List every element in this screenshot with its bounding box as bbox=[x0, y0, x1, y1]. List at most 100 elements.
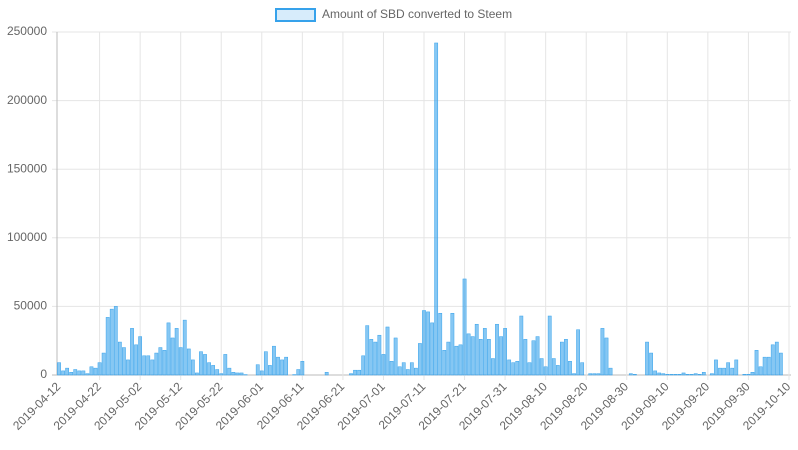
bar bbox=[657, 372, 662, 376]
bar bbox=[774, 341, 779, 376]
bar bbox=[560, 341, 564, 376]
bar bbox=[195, 372, 199, 376]
y-tick-label: 50000 bbox=[14, 299, 48, 313]
bar bbox=[539, 358, 544, 376]
bar bbox=[750, 372, 755, 376]
bar bbox=[527, 362, 532, 376]
bar bbox=[381, 354, 386, 376]
bar bbox=[239, 372, 244, 376]
bar bbox=[162, 350, 167, 376]
bar bbox=[604, 337, 609, 376]
bar bbox=[199, 351, 203, 376]
bar bbox=[401, 362, 406, 376]
bar bbox=[138, 336, 143, 376]
bar bbox=[101, 352, 106, 376]
bar bbox=[414, 367, 418, 376]
bar bbox=[263, 351, 268, 376]
bar bbox=[174, 328, 179, 376]
bar bbox=[572, 373, 576, 376]
bar bbox=[65, 367, 70, 376]
bar bbox=[186, 348, 191, 376]
y-tick-label: 250000 bbox=[7, 24, 47, 38]
bar bbox=[211, 365, 215, 376]
bar bbox=[389, 361, 394, 376]
bar bbox=[551, 358, 556, 376]
bar bbox=[300, 361, 305, 376]
bar bbox=[677, 374, 682, 376]
bar bbox=[669, 374, 674, 376]
bar bbox=[434, 42, 439, 376]
y-tick-label: 0 bbox=[40, 367, 47, 381]
bar bbox=[93, 367, 98, 376]
bar bbox=[215, 369, 220, 376]
bar bbox=[628, 373, 633, 376]
bar bbox=[409, 362, 414, 376]
bar bbox=[219, 373, 224, 376]
bar bbox=[207, 362, 211, 376]
bar bbox=[523, 339, 528, 376]
bar bbox=[134, 344, 138, 376]
bar bbox=[592, 373, 597, 376]
bar bbox=[272, 345, 276, 376]
bar bbox=[531, 340, 536, 376]
bar bbox=[255, 364, 260, 376]
bar bbox=[645, 341, 649, 376]
bar bbox=[170, 337, 175, 376]
bar bbox=[203, 354, 207, 376]
bar bbox=[393, 337, 398, 376]
bar bbox=[227, 367, 232, 376]
bar bbox=[77, 370, 82, 376]
y-tick-label: 100000 bbox=[7, 230, 47, 244]
bar bbox=[661, 373, 666, 376]
bar bbox=[770, 344, 775, 376]
bar bbox=[673, 374, 678, 376]
bar bbox=[515, 361, 520, 376]
bar bbox=[487, 339, 491, 376]
bar bbox=[430, 322, 434, 376]
bar bbox=[369, 339, 374, 376]
bar bbox=[722, 367, 726, 376]
bar bbox=[726, 362, 731, 376]
bar bbox=[564, 339, 568, 376]
bar bbox=[178, 347, 183, 376]
bar bbox=[681, 372, 686, 376]
bar bbox=[714, 359, 718, 376]
bar bbox=[57, 362, 61, 376]
bar bbox=[466, 333, 471, 376]
bar bbox=[142, 355, 147, 376]
bar bbox=[113, 306, 118, 376]
bar bbox=[450, 313, 455, 376]
bar bbox=[166, 322, 171, 376]
bar bbox=[418, 343, 422, 376]
bar bbox=[426, 311, 430, 376]
bar bbox=[649, 352, 653, 376]
bar bbox=[742, 374, 747, 376]
bar bbox=[442, 350, 447, 376]
y-tick-label: 150000 bbox=[7, 161, 47, 175]
bar bbox=[130, 328, 134, 376]
bar bbox=[117, 341, 122, 376]
bar bbox=[507, 359, 512, 376]
bar bbox=[357, 369, 361, 376]
bar bbox=[454, 345, 459, 376]
legend-swatch bbox=[275, 8, 316, 22]
bar bbox=[503, 328, 507, 376]
bar bbox=[762, 356, 767, 376]
bar bbox=[568, 361, 572, 376]
bar bbox=[276, 356, 280, 376]
bar bbox=[296, 369, 301, 376]
bar bbox=[478, 339, 483, 376]
bar bbox=[474, 323, 479, 376]
bar bbox=[778, 352, 783, 376]
bar bbox=[543, 366, 548, 376]
bar bbox=[754, 350, 759, 376]
bar bbox=[596, 373, 601, 376]
legend-label: Amount of SBD converted to Steem bbox=[322, 7, 512, 21]
bar bbox=[397, 366, 402, 376]
bar bbox=[223, 354, 228, 376]
bar bbox=[109, 308, 114, 376]
bar bbox=[495, 323, 499, 376]
bar bbox=[97, 362, 102, 376]
bar bbox=[693, 373, 698, 376]
